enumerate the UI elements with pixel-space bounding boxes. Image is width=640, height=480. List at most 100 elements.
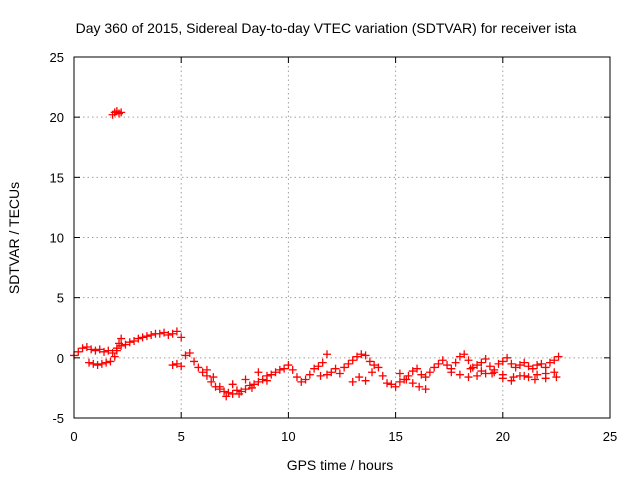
x-tick-label: 0 [70,429,77,444]
data-point [365,357,374,366]
data-point [421,385,430,394]
data-point [552,373,561,382]
data-point [447,368,456,377]
data-point [100,347,109,356]
data-point [327,368,336,377]
data-point [181,351,190,360]
data-point [455,352,464,361]
data-point [421,373,430,382]
data-point [443,361,452,370]
data-point [275,365,284,374]
data-point [530,375,539,384]
data-point [408,367,417,376]
data-point [185,349,194,358]
data-point [102,358,111,367]
data-point [168,361,177,370]
data-point [117,334,126,343]
data-point [430,363,439,372]
data-point [147,330,156,339]
y-tick-label: 20 [50,110,64,125]
data-point [209,373,218,382]
data-point [545,358,554,367]
data-point [168,329,177,338]
data-point [383,379,392,388]
data-point [254,377,263,386]
data-point [172,359,181,368]
data-point [413,364,422,373]
data-point [155,329,164,338]
data-point [97,359,106,368]
x-tick-label: 20 [496,429,510,444]
data-point [477,367,486,376]
data-point [232,386,241,395]
data-point [466,364,475,373]
data-point [460,350,469,359]
data-point [355,373,364,382]
data-point [215,382,224,391]
data-point [134,334,143,343]
data-point [177,362,186,371]
data-point [89,359,98,368]
data-point [110,352,119,361]
data-point [95,345,104,354]
data-point [220,387,229,396]
data-point [117,108,126,117]
data-point [533,370,542,379]
data-point [344,359,353,368]
data-point [378,371,387,380]
data-point [438,356,447,365]
data-point [115,339,124,348]
data-point [498,370,507,379]
data-point [284,361,293,370]
x-tick-label: 15 [388,429,402,444]
data-point [235,389,244,398]
y-tick-label: 5 [57,291,64,306]
data-point [537,359,546,368]
chart-title: Day 360 of 2015, Sidereal Day-to-day VTE… [76,20,577,36]
data-point [473,371,482,380]
x-axis-label: GPS time / hours [287,457,394,473]
data-point [455,370,464,379]
data-point [520,371,529,380]
data-point [507,359,516,368]
data-point [520,358,529,367]
data-point [488,369,497,378]
data-point [340,363,349,372]
data-point [361,351,370,360]
x-tick-label: 25 [603,429,617,444]
data-point [190,357,199,366]
data-point [554,352,563,361]
data-point [316,371,325,380]
data-point [297,377,306,386]
data-point [415,382,424,391]
data-point [310,364,319,373]
x-tick-labels: 0 5 10 15 20 25 [70,429,617,444]
data-point [402,375,411,384]
data-point [85,358,94,367]
data-point [524,362,533,371]
data-point [314,362,323,371]
y-axis-label: SDTVAR / TECUs [6,182,22,294]
data-point [222,392,231,401]
y-tick-label: 15 [50,170,64,185]
data-point [541,374,550,383]
data-point [509,373,518,382]
data-point [368,368,377,377]
data-point [112,346,121,355]
data-point [228,380,237,389]
data-point [357,350,366,359]
data-point [91,346,100,355]
data-point [494,359,503,368]
data-point [82,343,91,352]
data-point [177,333,186,342]
data-point [353,352,362,361]
data-point [464,373,473,382]
data-point [434,359,443,368]
data-point [498,357,507,366]
x-tick-label: 5 [178,429,185,444]
data-point [172,327,181,336]
data-point [164,330,173,339]
grid-lines [74,57,610,418]
data-point [477,358,486,367]
